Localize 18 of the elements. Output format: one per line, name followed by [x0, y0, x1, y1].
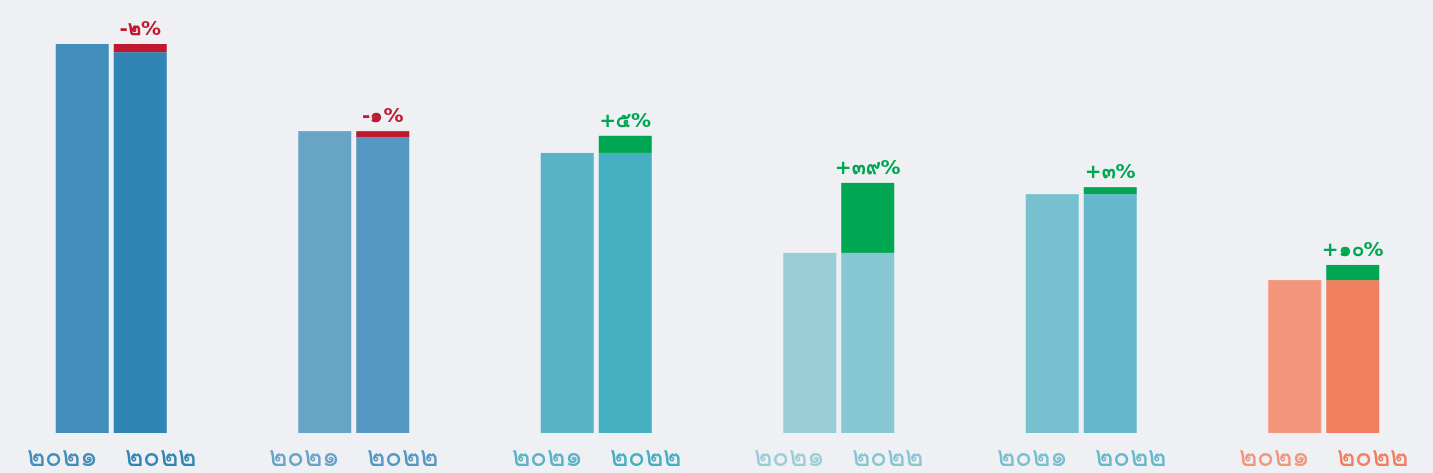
annotation: -๑%	[362, 103, 404, 128]
x-tick-label: ๒๐๒๑	[511, 440, 583, 473]
annotation: +๓๙%	[834, 154, 901, 179]
x-tick-label: ๒๐๒๑	[996, 440, 1068, 473]
x-tick-label: ๒๐๒๑	[1239, 440, 1311, 473]
x-tick-label: ๒๐๒๒	[852, 440, 924, 473]
annotation: +๑๐%	[1321, 236, 1384, 261]
x-tick-label: ๒๐๒๒	[1094, 440, 1166, 473]
x-tick-label: ๒๐๒๒	[609, 440, 681, 473]
x-tick-label: ๒๐๒๑	[269, 440, 341, 473]
x-tick-label: ๒๐๒๒	[1337, 440, 1409, 473]
text: -๒%	[119, 16, 161, 40]
annotation: +๓%	[1084, 159, 1136, 184]
annotation: +๕%	[599, 107, 652, 132]
x-tick-label: ๒๐๒๒	[124, 440, 196, 473]
x-tick-label: ๒๐๒๑	[754, 440, 826, 473]
x-tick-label: ๒๐๒๒	[367, 440, 439, 473]
x-tick-label: ๒๐๒๑	[26, 440, 98, 473]
